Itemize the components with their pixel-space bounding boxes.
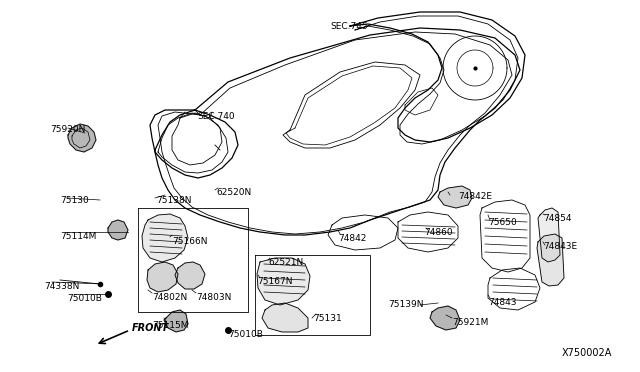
Polygon shape [430,306,460,330]
Polygon shape [262,303,308,332]
Text: 74842: 74842 [338,234,366,243]
Text: 75010B: 75010B [228,330,263,339]
Text: 75139N: 75139N [388,300,424,309]
Polygon shape [164,310,188,332]
Text: 74803N: 74803N [196,293,232,302]
Polygon shape [108,220,128,240]
Text: 75920N: 75920N [50,125,85,134]
Text: 75167N: 75167N [257,277,292,286]
Polygon shape [438,186,472,208]
Text: 75010B: 75010B [67,294,102,303]
Text: 75138N: 75138N [156,196,191,205]
Text: 75130: 75130 [60,196,89,205]
Text: SEC.745: SEC.745 [330,22,367,31]
Polygon shape [175,262,205,289]
Text: 75114M: 75114M [60,232,97,241]
Text: X750002A: X750002A [562,348,612,358]
Text: 75650: 75650 [488,218,516,227]
Polygon shape [147,262,178,292]
Text: SEC.740: SEC.740 [197,112,235,121]
Polygon shape [537,234,564,286]
Polygon shape [257,258,310,305]
Text: 62521N: 62521N [268,258,303,267]
Text: 62520N: 62520N [216,188,252,197]
Text: 75115M: 75115M [152,321,189,330]
Text: 74338N: 74338N [44,282,79,291]
Text: 74802N: 74802N [152,293,188,302]
Text: 74842E: 74842E [458,192,492,201]
Text: 75131: 75131 [313,314,342,323]
Polygon shape [538,208,560,262]
Text: 74843: 74843 [488,298,516,307]
Polygon shape [68,124,96,152]
Text: FRONT: FRONT [132,323,169,333]
Text: 74860: 74860 [424,228,452,237]
Text: 75166N: 75166N [172,237,207,246]
Text: 75921M: 75921M [452,318,488,327]
Polygon shape [142,214,188,262]
Text: 74854: 74854 [543,214,572,223]
Text: 74843E: 74843E [543,242,577,251]
